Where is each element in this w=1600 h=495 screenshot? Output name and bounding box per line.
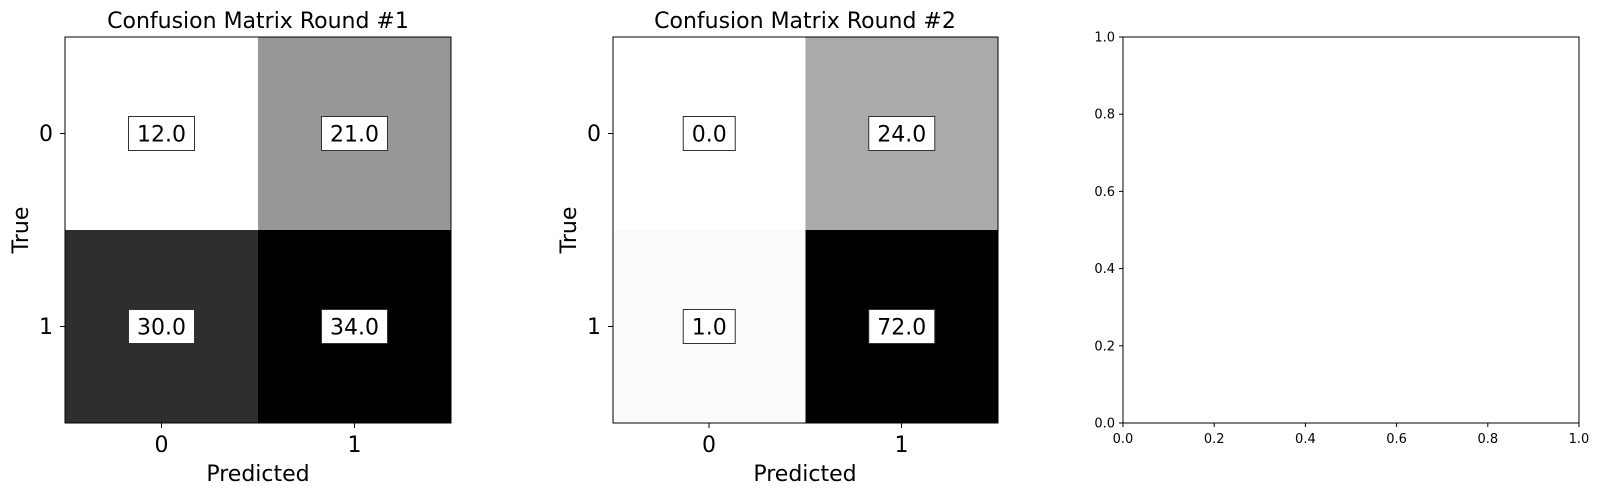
x-tick-label: 1 (348, 433, 362, 458)
y-tick-label: 1 (587, 315, 601, 340)
heatmap-cells: 12.0 21.0 30.0 34.0 (65, 37, 451, 423)
y-tick-label: 0.8 (1094, 108, 1115, 123)
y-tick-label: 0.4 (1094, 262, 1115, 277)
x-axis-ticks: 0.0 0.2 0.4 0.6 0.8 1.0 (1113, 423, 1590, 447)
chart-title: Confusion Matrix Round #1 (107, 9, 409, 34)
x-tick-label: 0.0 (1113, 432, 1134, 447)
y-axis-label: True (9, 207, 34, 255)
y-axis-ticks: 0.0 0.2 0.4 0.6 0.8 1.0 (1094, 31, 1123, 432)
plot-frame (64, 36, 452, 424)
axis-ticks: 0 1 0 1 (39, 122, 362, 458)
y-tick-label: 0.0 (1094, 417, 1115, 432)
cell-value-label: 24.0 (877, 123, 926, 148)
x-tick-label: 0.8 (1477, 432, 1498, 447)
x-axis-label: Predicted (753, 462, 856, 487)
x-tick-label: 0 (155, 433, 169, 458)
cell-value-box (321, 309, 388, 344)
x-tick-label: 0 (702, 433, 716, 458)
y-tick-label: 1.0 (1094, 31, 1115, 46)
y-tick-label: 0.2 (1094, 339, 1115, 354)
y-axis-label: True (557, 207, 582, 255)
cell-value-label: 12.0 (137, 123, 186, 148)
empty-axes: 0.0 0.2 0.4 0.6 0.8 1.0 0.0 0.2 0.4 0.6 0.8 1.0 (1094, 31, 1589, 448)
cell-value-box (682, 116, 736, 151)
cell-value-box (321, 116, 388, 151)
plot-frame (612, 36, 999, 424)
cell-value-box (128, 309, 195, 344)
plot-frame (1122, 36, 1580, 424)
cell-value-box (868, 116, 936, 151)
heatmap-cells: 0.0 24.0 1.0 72.0 (613, 37, 998, 423)
cell-value-box (682, 309, 736, 344)
confusion-matrix-round-1: Confusion Matrix Round #1 12.0 21.0 30.0 34… (9, 9, 452, 487)
x-tick-label: 1 (895, 433, 909, 458)
cell-value-box (868, 309, 936, 344)
cell-value-label: 72.0 (877, 316, 926, 341)
chart-title: Confusion Matrix Round #2 (654, 9, 956, 34)
cell-value-label: 30.0 (137, 316, 186, 341)
y-tick-label: 0.6 (1094, 185, 1115, 200)
axis-ticks: 0 1 0 1 (587, 122, 909, 458)
x-axis-label: Predicted (206, 462, 309, 487)
cell-value-label: 0.0 (692, 123, 727, 148)
x-tick-label: 0.2 (1204, 432, 1225, 447)
y-tick-label: 0 (39, 122, 53, 147)
confusion-matrix-round-2: Confusion Matrix Round #2 0.0 24.0 1.0 72.0… (557, 9, 999, 487)
x-tick-label: 1.0 (1569, 432, 1590, 447)
cell-value-box (128, 116, 195, 151)
y-tick-label: 1 (39, 315, 53, 340)
x-tick-label: 0.4 (1295, 432, 1316, 447)
cell-value-label: 1.0 (692, 316, 727, 341)
x-tick-label: 0.6 (1386, 432, 1407, 447)
cell-value-label: 21.0 (330, 123, 379, 148)
cell-value-label: 34.0 (330, 316, 379, 341)
y-tick-label: 0 (587, 122, 601, 147)
